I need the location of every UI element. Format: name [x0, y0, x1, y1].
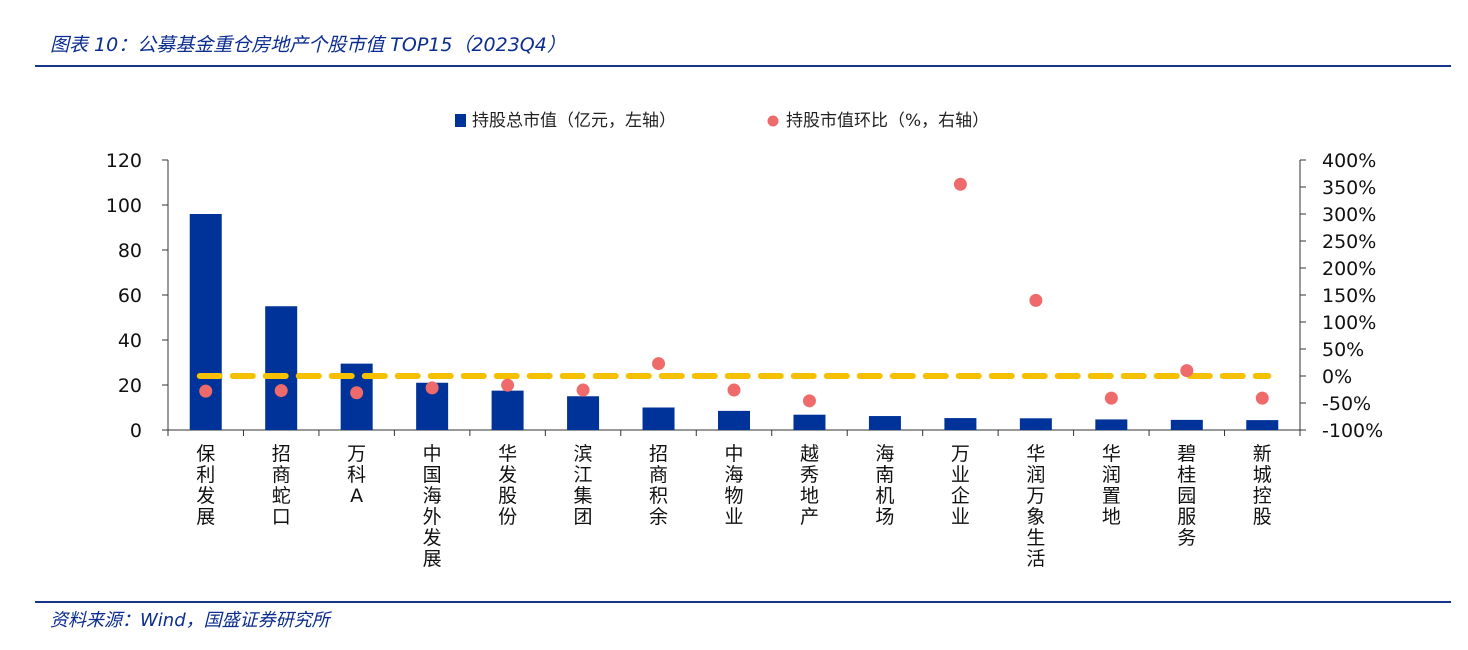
left-axis-tick-label: 20 [118, 375, 142, 397]
scatter-point [199, 384, 213, 398]
bar [1246, 420, 1279, 430]
right-axis-tick-label: 300% [1322, 204, 1376, 226]
bottom-rule [35, 601, 1451, 603]
legend-label-bar: 持股总市值（亿元，左轴） [472, 111, 676, 131]
x-axis-category-label: 华润置地 [1102, 443, 1121, 528]
bar [642, 407, 675, 430]
source-note: 资料来源：Wind，国盛证券研究所 [50, 610, 330, 631]
left-axis-tick-label: 100 [106, 195, 142, 217]
right-axis-tick-label: 50% [1322, 339, 1364, 361]
scatter-point [350, 386, 364, 400]
left-axis-tick-label: 60 [118, 285, 142, 307]
x-axis-category-label: 新城控股 [1253, 443, 1272, 528]
right-axis-tick-label: -100% [1322, 420, 1383, 442]
legend: 持股总市值（亿元，左轴） 持股市值环比（%，右轴） [455, 111, 989, 131]
scatter-point [953, 177, 967, 191]
left-axis-tick-label: 120 [106, 150, 142, 172]
x-axis-category-label: 保利发展 [196, 443, 215, 528]
right-axis-tick-label: 250% [1322, 231, 1376, 253]
left-axis-tick-label: 80 [118, 240, 142, 262]
x-axis-category-label: 中海物业 [724, 443, 743, 528]
bar [1170, 419, 1203, 430]
right-axis-tick-label: 350% [1322, 177, 1376, 199]
dots [199, 177, 1269, 408]
x-axis-category-label: 华润万象生活 [1026, 443, 1045, 570]
left-axis-tick-label: 0 [130, 420, 142, 442]
x-axis-category-label: 万业企业 [951, 443, 970, 528]
x-axis-category-label: 万科 A [347, 443, 366, 507]
scatter-point [425, 381, 439, 395]
right-axis-tick-label: -50% [1322, 393, 1371, 415]
right-axis-tick-label: 100% [1322, 312, 1376, 334]
bar [265, 306, 298, 430]
x-axis-category-label: 海南机场 [875, 443, 894, 528]
x-axis-category-label: 越秀地产 [800, 443, 819, 528]
left-axis-tick-label: 40 [118, 330, 142, 352]
legend-label-dot: 持股市值环比（%，右轴） [786, 111, 989, 131]
x-axis-category-label: 华发股份 [498, 443, 517, 528]
bar [793, 414, 826, 430]
scatter-point [1104, 391, 1118, 405]
right-axis-tick-label: 400% [1322, 150, 1376, 172]
scatter-point [576, 383, 590, 397]
x-axis-category-label: 招商积余 [649, 443, 668, 528]
scatter-point [274, 384, 288, 398]
scatter-point [1029, 293, 1043, 307]
bar [1019, 418, 1052, 430]
bar [944, 418, 977, 430]
x-axis-category-label: 招商蛇口 [272, 443, 291, 528]
x-axis-category-label: 中国海外发展 [423, 443, 442, 570]
x-axis-category-label: 碧桂园服务 [1177, 443, 1196, 549]
figure-title: 图表 10：公募基金重仓房地产个股市值 TOP15（2023Q4） [50, 34, 566, 56]
bar [567, 396, 600, 430]
x-axis-category-label: 滨江集团 [574, 443, 593, 528]
right-axis-tick-label: 150% [1322, 285, 1376, 307]
bar [1095, 419, 1128, 430]
legend-swatch-bar [455, 114, 466, 127]
scatter-point [501, 378, 515, 392]
chart: 持股总市值（亿元，左轴） 持股市值环比（%，右轴） 0 20 40 60 80 100 12… [106, 111, 1383, 570]
bar [868, 416, 901, 430]
legend-swatch-dot [767, 115, 779, 127]
scatter-point [727, 383, 741, 397]
right-axis-tick-label: 0% [1322, 366, 1352, 388]
right-axis-tick-label: 200% [1322, 258, 1376, 280]
scatter-point [1180, 364, 1194, 378]
axes: 0 20 40 60 80 100 120 -100% -50% 0% 50% 100% 150% 200… [106, 150, 1383, 442]
scatter-point [652, 357, 666, 371]
top-rule [35, 65, 1451, 67]
bar [491, 390, 524, 430]
scatter-point [1255, 391, 1269, 405]
scatter-point [802, 394, 816, 408]
bar [718, 410, 750, 430]
x-axis-labels: 保利发展 招商蛇口 万科 A 中国海外发展 华发股份 滨江集团 招商积余 中海物业 越秀地产 海南机… [196, 443, 1272, 570]
